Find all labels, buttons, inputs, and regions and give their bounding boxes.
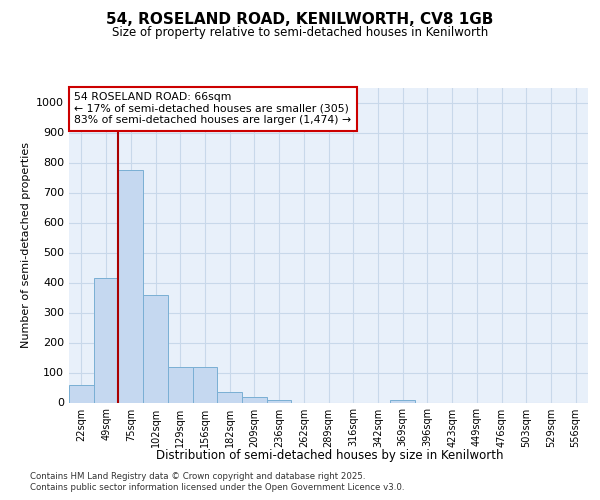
- Bar: [390, 400, 415, 402]
- Bar: [168, 366, 193, 402]
- Text: Distribution of semi-detached houses by size in Kenilworth: Distribution of semi-detached houses by …: [156, 448, 504, 462]
- Text: 54 ROSELAND ROAD: 66sqm
← 17% of semi-detached houses are smaller (305)
83% of s: 54 ROSELAND ROAD: 66sqm ← 17% of semi-de…: [74, 92, 352, 126]
- Text: Size of property relative to semi-detached houses in Kenilworth: Size of property relative to semi-detach…: [112, 26, 488, 39]
- Bar: [94, 278, 118, 402]
- Bar: [143, 294, 168, 403]
- Bar: [217, 392, 242, 402]
- Bar: [267, 400, 292, 402]
- Bar: [193, 366, 217, 402]
- Bar: [118, 170, 143, 402]
- Text: Contains HM Land Registry data © Crown copyright and database right 2025.: Contains HM Land Registry data © Crown c…: [30, 472, 365, 481]
- Text: Contains public sector information licensed under the Open Government Licence v3: Contains public sector information licen…: [30, 484, 404, 492]
- Y-axis label: Number of semi-detached properties: Number of semi-detached properties: [20, 142, 31, 348]
- Bar: [69, 384, 94, 402]
- Bar: [242, 396, 267, 402]
- Text: 54, ROSELAND ROAD, KENILWORTH, CV8 1GB: 54, ROSELAND ROAD, KENILWORTH, CV8 1GB: [106, 12, 494, 28]
